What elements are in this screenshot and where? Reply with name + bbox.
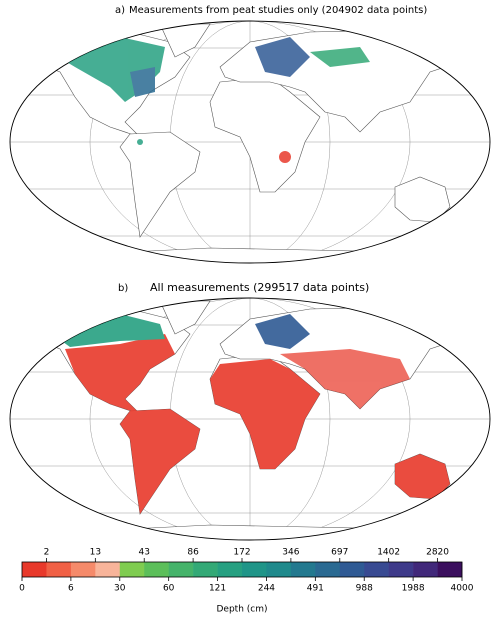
panel-label: b) (118, 283, 128, 294)
colorbar-tick-label: 2 (44, 548, 50, 558)
panel-label: a) (115, 5, 125, 16)
colorbar-tick-label: 43 (138, 548, 149, 558)
colorbar-tick-label: 30 (114, 584, 126, 594)
colorbar-tick-label: 1402 (377, 548, 400, 558)
colorbar-bin (144, 562, 169, 577)
colorbar-bin (437, 562, 463, 577)
map-all (0, 294, 500, 544)
colorbar: 0 2 6 13 30 43 60 86 121 172 244 346 491 697 988 1402 19… (19, 548, 474, 594)
colorbar-tick-label: 697 (331, 548, 348, 558)
map-peat (0, 17, 500, 267)
colorbar-bin (290, 562, 316, 577)
colorbar-tick-label: 86 (187, 548, 199, 558)
colorbar-bin (266, 562, 292, 577)
colorbar-label: Depth (cm) (216, 605, 267, 615)
colorbar-tick-label: 172 (233, 548, 250, 558)
colorbar-tick-label: 0 (19, 584, 25, 594)
colorbar-tick-label: 1988 (402, 584, 425, 594)
colorbar-bin (70, 562, 96, 577)
colorbar-bin (22, 562, 47, 577)
panel-title: All measurements (299517 data points) (150, 281, 369, 294)
colorbar-bin (193, 562, 218, 577)
colorbar-bin (168, 562, 194, 577)
colorbar-tick-label: 244 (258, 584, 275, 594)
colorbar-tick-label: 6 (68, 584, 74, 594)
colorbar-tick-label: 988 (356, 584, 373, 594)
colorbar-tick-label: 121 (209, 584, 226, 594)
colorbar-bin (242, 562, 267, 577)
panel-title: Measurements from peat studies only (204… (129, 5, 427, 16)
colorbar-bin (95, 562, 121, 577)
colorbar-bin (46, 562, 72, 577)
colorbar-tick-label: 346 (282, 548, 299, 558)
colorbar-tick-label: 2820 (426, 548, 449, 558)
colorbar-tick-label: 4000 (451, 584, 474, 594)
colorbar-tick-label: 13 (90, 548, 101, 558)
colorbar-tick-label: 491 (307, 584, 324, 594)
colorbar-tick-label: 60 (163, 584, 175, 594)
colorbar-bin (315, 562, 341, 577)
colorbar-bin (119, 562, 145, 577)
colorbar-bin (217, 562, 243, 577)
colorbar-bin (388, 562, 414, 577)
colorbar-bin (413, 562, 438, 577)
colorbar-bin (364, 562, 389, 577)
colorbar-bin (339, 562, 365, 577)
